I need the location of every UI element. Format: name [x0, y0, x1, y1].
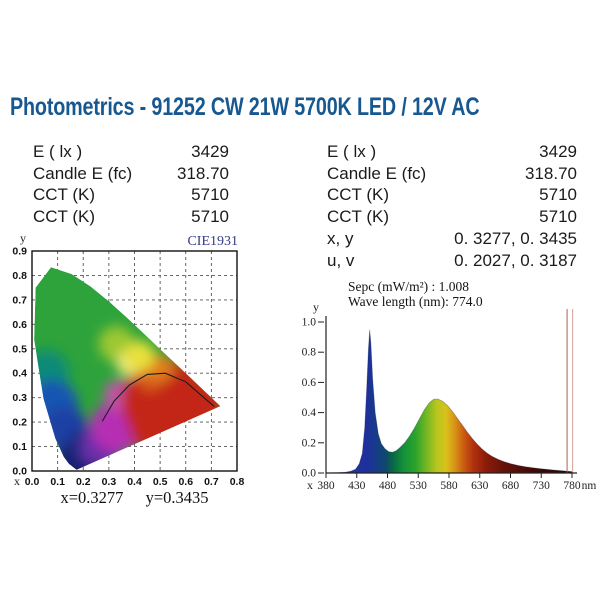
row-label: x, y [327, 229, 354, 249]
row-value: 0. 2027, 0. 3187 [454, 250, 577, 270]
row-label: Candle E (fc) [33, 163, 133, 183]
tick-label: x [307, 478, 313, 492]
spectral-power-distribution-chart: 0.0 0.2 0.4 0.6 0.8 1.0 380 430 480 530 580 630 680 7… [302, 300, 597, 492]
cie-caption-x: x=0.3277 [60, 488, 124, 507]
cie1931-chromaticity-chart: 0.0 0.1 0.2 0.3 0.4 0.5 0.6 0.7 0.8 0.9 0.0 0.1 0.2 0… [12, 231, 245, 488]
tick-label: 0.4 [127, 476, 142, 488]
row-value: 318.70 [177, 163, 229, 183]
tick-label: y [20, 231, 26, 245]
row-value: 3429 [191, 141, 229, 161]
row-value: 5710 [191, 185, 229, 205]
tick-label: 430 [348, 480, 366, 492]
tick-label: 0.3 [102, 476, 117, 488]
cie1931-chart-label: CIE1931 [187, 234, 238, 249]
tick-label: x [14, 474, 20, 488]
row-value: 5710 [539, 185, 577, 205]
cie-xy-caption: x=0.3277 y=0.3435 [32, 488, 237, 508]
color-region [124, 340, 155, 372]
spd-annotations: Sepc (mW/m²) : 1.008 Wave length (nm): 7… [348, 279, 483, 309]
tick-label: 0.1 [50, 476, 65, 488]
cie-caption-y: y=0.3435 [145, 488, 209, 507]
tick-label: 0.9 [12, 246, 27, 258]
table-row: Candle E (fc) 318.70 [33, 163, 229, 185]
tick-label: 480 [379, 480, 397, 492]
table-row: E ( lx ) 3429 [33, 141, 229, 163]
tick-label: 580 [440, 480, 458, 492]
row-label: Candle E (fc) [327, 163, 427, 183]
page-title: Photometrics - 91252 CW 21W 5700K LED / … [10, 93, 480, 121]
table-row: Candle E (fc) 318.70 [327, 163, 577, 185]
tick-label: 0.8 [230, 476, 245, 488]
tick-label: 730 [533, 480, 551, 492]
table-row: CCT (K) 5710 [327, 185, 577, 207]
tick-label: 0.2 [302, 437, 317, 449]
tick-label: 0.1 [12, 441, 27, 453]
tick-label: 780 [563, 480, 581, 492]
tick-label: 0.0 [25, 476, 40, 488]
tick-label: 0.6 [302, 377, 317, 389]
planckian-locus-curve [101, 372, 215, 422]
row-value: 318.70 [525, 163, 577, 183]
photometric-table-right: E ( lx ) 3429 Candle E (fc) 318.70 CCT (K) 57… [327, 141, 577, 272]
tick-label: 380 [317, 480, 335, 492]
row-label: CCT (K) [33, 207, 96, 227]
spd-curve [325, 329, 573, 474]
tick-label: 0.8 [302, 347, 317, 359]
color-region [172, 379, 221, 431]
table-row: E ( lx ) 3429 [327, 141, 577, 163]
tick-label: 0.6 [12, 319, 27, 331]
cie-gamut-shape [34, 267, 221, 470]
plot-border [31, 250, 238, 472]
row-value: 0. 3277, 0. 3435 [454, 229, 577, 249]
tick-label: 0.4 [12, 368, 27, 380]
tick-label: 0.7 [204, 476, 219, 488]
tick-label: 0.4 [302, 407, 317, 419]
row-value: 5710 [539, 207, 577, 227]
tick-label: 0.3 [12, 392, 27, 404]
table-row: CCT (K) 5710 [33, 185, 229, 207]
table-row: u, v 0. 2027, 0. 3187 [327, 250, 577, 272]
table-row: CCT (K) 5710 [327, 206, 577, 228]
tick-label: 630 [471, 480, 489, 492]
row-label: E ( lx ) [33, 141, 83, 161]
photometric-table-left: E ( lx ) 3429 Candle E (fc) 318.70 CCT (K) 57… [33, 141, 229, 228]
tick-label: 530 [410, 480, 428, 492]
row-value: 3429 [539, 141, 577, 161]
tick-label: 1.0 [302, 317, 317, 329]
tick-label: nm [582, 480, 597, 492]
row-label: CCT (K) [327, 185, 390, 205]
tick-label: 0.0 [302, 468, 317, 480]
tick-label: 0.0 [12, 466, 27, 478]
table-row: x, y 0. 3277, 0. 3435 [327, 228, 577, 250]
row-label: CCT (K) [33, 185, 96, 205]
tick-label: 0.6 [178, 476, 193, 488]
table-row: CCT (K) 5710 [33, 206, 229, 228]
tick-label: y [313, 300, 319, 314]
sepc-annotation: Sepc (mW/m²) : 1.008 [348, 279, 470, 294]
spd-area [326, 329, 572, 473]
tick-label: 0.7 [12, 294, 27, 306]
tick-label: 0.5 [153, 476, 168, 488]
tick-label: 0.5 [12, 343, 27, 355]
wavelength-annotation: Wave length (nm): 774.0 [348, 294, 483, 309]
tick-label: 0.2 [12, 417, 27, 429]
tick-label: 0.8 [12, 270, 27, 282]
tick-label: 680 [502, 480, 520, 492]
row-label: E ( lx ) [327, 141, 377, 161]
row-label: u, v [327, 250, 355, 270]
tick-label: 0.2 [76, 476, 91, 488]
row-label: CCT (K) [327, 207, 390, 227]
row-value: 5710 [191, 207, 229, 227]
